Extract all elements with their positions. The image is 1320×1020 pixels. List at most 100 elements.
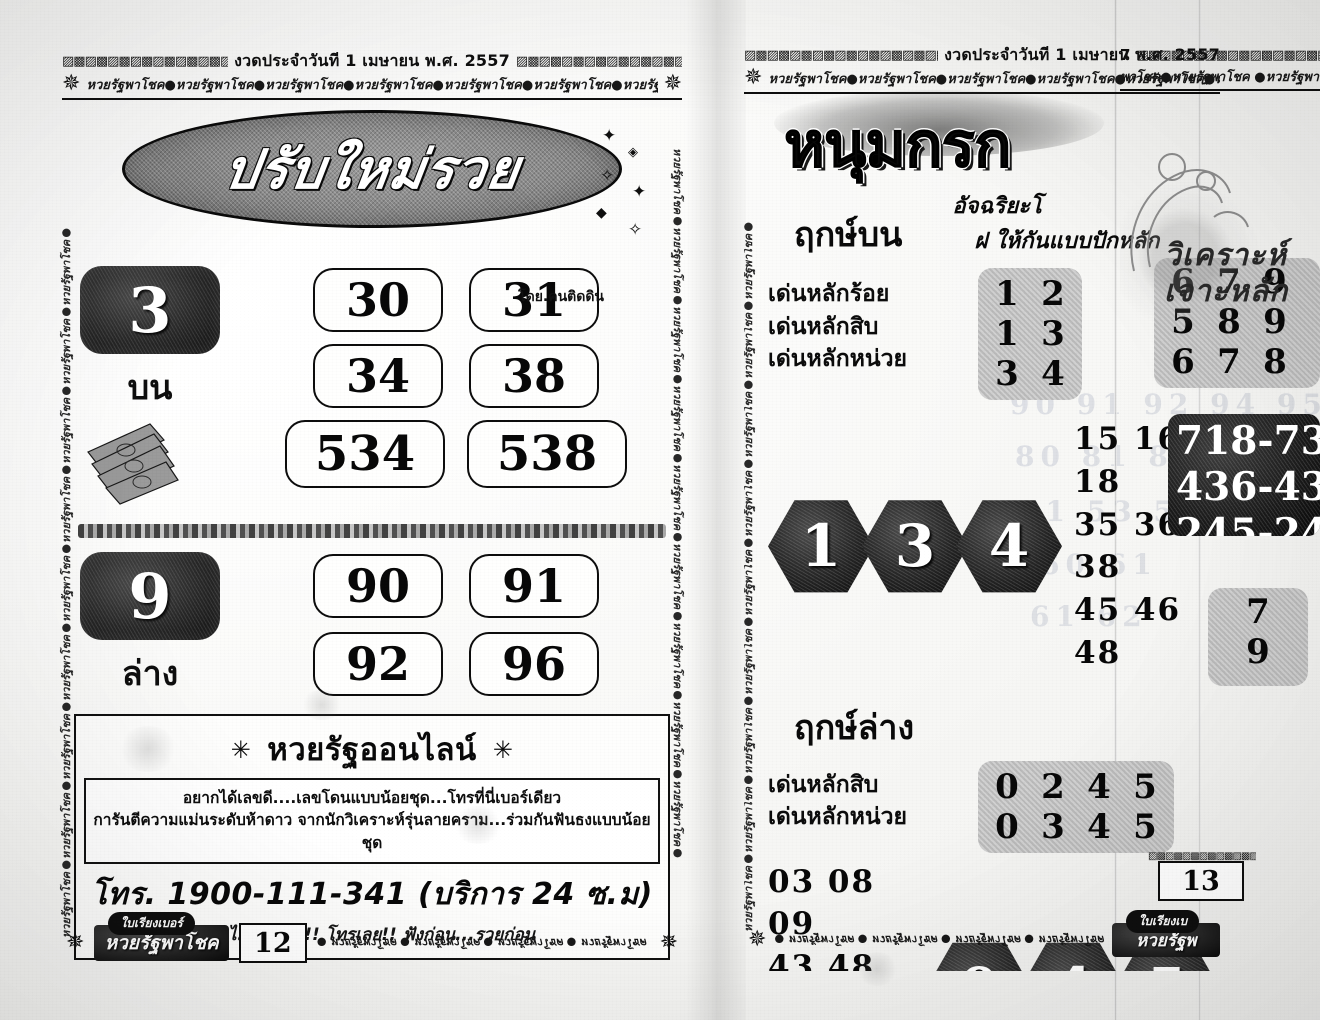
hex-tile: 1: [768, 500, 874, 593]
lower-grey-panel-left: 0 2 4 5 0 3 4 5: [978, 761, 1174, 853]
footer-plate-text: หวยรัฐพ: [1136, 930, 1197, 951]
grey-row: 1 2: [984, 274, 1076, 314]
issue-date: งวดประจำวันที่ 1 เมษายน พ.ศ. 2557: [234, 52, 510, 70]
grey-row: 5 8 9: [1160, 302, 1298, 342]
brand-strip: หวยรัฐพาโชค●หวยรัฐพาโชค●หวยรัฐพาโชค●หวยร…: [86, 77, 657, 93]
right-footer: ✵ ● หวยรัฐพาโชค ● หวยรัฐพาโชค ● หวยรัฐพา…: [744, 910, 1220, 957]
frag-edge-number: 7: [1120, 46, 1131, 64]
ad-line-2: การันตีความแม่นระดับห้าดาว จากนักวิเคราะ…: [93, 811, 651, 852]
left-footer: ✵ ใบเรียงเบอร์ หวยรัฐพาโชค 12 ● หวยรัฐพา…: [62, 912, 682, 970]
frag-line-1: วิเคราะห์: [1164, 238, 1288, 273]
grey-row: 3 4: [984, 354, 1076, 394]
number-box: 534: [285, 420, 445, 488]
dark-pairs-panel: 718-735 436-438 245-246: [1168, 414, 1320, 536]
sparkle-icon: ◆: [596, 205, 607, 221]
footer-dot-strip: ● หวยรัฐพาโชค ● หวยรัฐพาโชค ● หวยรัฐพาโช…: [316, 936, 650, 949]
subheading-left: อัจฉริยะโ: [952, 194, 1042, 219]
issue-date: งวดประจำวันที่ 1 เมษายน พ.ศ. 2557: [944, 46, 1220, 64]
right-masthead: หนุมกรก: [744, 90, 1220, 188]
section-divider: [78, 524, 666, 538]
grey-digit: 9: [1263, 302, 1287, 342]
ornament-band-right: ▨▩▨▩▨▩▨▩▨▩▨▩▨▩▨▩▨▩▨▩▨▩▨▩▨▩▨▩▨▩▨▩▨▩▨▩▨▩▨▩…: [515, 53, 682, 69]
grey-digit: 1: [995, 274, 1019, 314]
upper-set: 3 บน: [62, 266, 682, 514]
number-box: 538: [467, 420, 627, 488]
upper-position-label: บน: [127, 368, 173, 408]
upper-series-list: 15 16 18 35 36 38 45 46 48: [1074, 418, 1220, 675]
series-line: 43 48 49: [768, 949, 876, 971]
hex-digit: 4: [1053, 955, 1093, 971]
ornament-band: ▨▩▨▩▨▩▨▩▨▩▨▩▨▩▨▩▨▩▨▩▨▩▨▩▨▩▨▩▨▩▨▩▨▩▨▩▨▩▨▩…: [1148, 851, 1256, 862]
sparkle-icon: ✦: [602, 126, 617, 146]
grey-digit: 8: [1217, 302, 1241, 342]
title-oval: ปรับใหม่รวย: [122, 110, 622, 228]
upper-row-labels: เด่นหลักร้อย เด่นหลักสิบ เด่นหลักหน่วย: [768, 268, 978, 400]
dark-pair-line: 436-438: [1176, 464, 1320, 511]
grey-digit: 3: [1041, 314, 1065, 354]
upper-hex-series-row: 1 3 4 15 16 18 35 36 38 45 46 48: [768, 418, 1220, 675]
lower-heading: ฤกษ์ล่าง: [753, 692, 955, 761]
upper-three-digit-row: 534 538: [230, 420, 682, 488]
upper-hexagons: 1 3 4: [768, 498, 1062, 594]
upper-two-digit-row-2: 34 38: [230, 344, 682, 408]
upper-main-column: 3 บน: [80, 266, 230, 514]
frag-page-number: 13: [1158, 861, 1244, 901]
footer-dot-strip: ● หวยรัฐพาโชค ● หวยรัฐพาโชค ● หวยรัฐพาโช…: [774, 933, 1104, 946]
row-label: เด่นหลักหน่วย: [768, 804, 907, 831]
lower-main-column: 9 ล่าง: [80, 552, 230, 700]
upper-block: ฤกษ์บน อัจฉริยะโ ฝ ให้กันแบบปักหลัก เด่น…: [753, 188, 1220, 675]
number-box: 96: [469, 632, 599, 696]
number-box: 91: [469, 554, 599, 618]
hex-digit: 4: [988, 512, 1030, 581]
row-label: เด่นหลักร้อย: [768, 281, 890, 307]
grey-row: 6 7 8: [1160, 342, 1298, 382]
upper-subheads: อัจฉริยะโ ฝ ให้กันแบบปักหลัก: [952, 188, 1220, 264]
hex-digit: 1: [800, 512, 842, 581]
footer-logo-plate: ใบเรียงเบ หวยรัฐพ: [1112, 910, 1220, 957]
left-header-row: ▨▩▨▩▨▩▨▩▨▩▨▩▨▩▨▩▨▩▨▩▨▩▨▩▨▩▨▩▨▩▨▩▨▩▨▩▨▩▨▩…: [62, 52, 682, 70]
star-ornament-icon: ✵: [62, 72, 81, 96]
series-line: 15 16 18: [1074, 421, 1182, 500]
left-page: ▨▩▨▩▨▩▨▩▨▩▨▩▨▩▨▩▨▩▨▩▨▩▨▩▨▩▨▩▨▩▨▩▨▩▨▩▨▩▨▩…: [60, 52, 684, 970]
row-label: เด่นหลักสิบ: [768, 313, 879, 340]
grey-digit: 2: [1041, 274, 1065, 314]
byline: โดย.คนติดดิน: [518, 289, 604, 305]
lower-set: 9 ล่าง 90 91 92 96: [62, 552, 682, 700]
hex-tile: 3: [862, 500, 968, 593]
grey-digit: 5: [1133, 806, 1157, 847]
sparkle-icon: ✧: [600, 166, 615, 186]
lower-two-digit-row-1: 90 91: [230, 554, 682, 618]
lower-row-labels: เด่นหลักสิบ เด่นหลักหน่วย: [768, 761, 978, 853]
grey-row: 6 7 9: [1160, 262, 1298, 302]
upper-rows: เด่นหลักร้อย เด่นหลักสิบ เด่นหลักหน่วย 1…: [768, 268, 1220, 400]
frag-art: วิเคราะห์ เจาะหลัก: [1120, 91, 1320, 391]
frag-page-ornament: ▨▩▨▩▨▩▨▩▨▩▨▩▨▩▨▩▨▩▨▩▨▩▨▩▨▩▨▩▨▩▨▩▨▩▨▩▨▩▨▩…: [1148, 849, 1256, 862]
right-header-row: ▨▩▨▩▨▩▨▩▨▩▨▩▨▩▨▩▨▩▨▩▨▩▨▩▨▩▨▩▨▩▨▩▨▩▨▩▨▩▨▩…: [744, 46, 1220, 64]
grey-row: 0 2 4 5: [984, 767, 1168, 807]
grey-digit: 6: [1160, 262, 1206, 302]
ad-copy-box: อยากได้เลขดี....เลขโดนแบบน้อยชุด...โทรที…: [84, 778, 660, 865]
grey-digit: 5: [1133, 766, 1157, 807]
footer-plate-text: หวยรัฐพาโชค: [104, 932, 219, 954]
frag-rule: [1120, 89, 1320, 91]
brand-strip-row: ✵ หวยรัฐพาโชค●หวยรัฐพาโชค●หวยรัฐพาโชค●หว…: [62, 72, 682, 96]
grey-digit: 5: [1160, 302, 1206, 342]
page-number: 12: [238, 923, 307, 963]
lower-series-list: 03 08 09 43 48 49 53 58 59: [768, 861, 932, 971]
upper-main-digit-tile: 3: [80, 266, 220, 354]
side-watermark-right: หวยรัฐพาโชค●หวยรัฐพาโชค●หวยรัฐพาโชค●หวยร…: [671, 148, 684, 860]
grey-digit: 3: [995, 354, 1019, 394]
ad-title-row: ✳ หวยรัฐออนไลน์ ✳: [84, 724, 660, 774]
hex-digit: 0: [959, 955, 999, 971]
grey-digit: 9: [1263, 262, 1287, 302]
ad-phone[interactable]: โทร. 1900-111-341 (บริการ 24 ซ.ม): [91, 877, 653, 913]
ad-line-1: อยากได้เลขดี....เลขโดนแบบน้อยชุด...โทรที…: [182, 789, 562, 807]
upper-main-digit: 3: [128, 273, 172, 347]
header-rule: [62, 98, 682, 100]
number-box: 34: [313, 344, 443, 408]
grey-digit: 7: [1217, 342, 1241, 382]
subheading-right: ฝ ให้กันแบบปักหลัก: [974, 229, 1160, 254]
asterisk-icon: ✳: [230, 736, 252, 764]
lower-numbers-column: 90 91 92 96: [230, 552, 682, 696]
